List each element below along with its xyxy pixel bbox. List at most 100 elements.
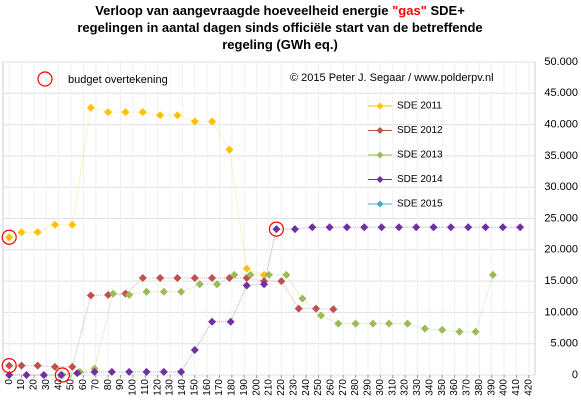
x-tick-label: 30 <box>41 379 52 391</box>
x-tick-label: 60 <box>78 379 89 391</box>
data-point <box>213 280 222 289</box>
legend-marker <box>376 151 384 159</box>
x-tick-label: 210 <box>264 379 275 396</box>
data-point <box>455 327 464 336</box>
x-tick-label: 340 <box>424 379 435 396</box>
data-point <box>107 367 116 376</box>
x-tick-label: 170 <box>214 379 225 396</box>
legend-label: SDE 2014 <box>397 174 443 185</box>
data-point <box>272 225 281 234</box>
data-point <box>377 223 386 232</box>
data-point <box>190 117 199 126</box>
budget-circle <box>1 229 17 245</box>
data-point <box>312 304 321 313</box>
y-tick-label: 0 <box>572 369 578 381</box>
x-tick-label: 320 <box>400 379 411 396</box>
x-tick-label: 400 <box>499 379 510 396</box>
x-tick-label: 0 <box>4 379 15 385</box>
data-point <box>159 367 168 376</box>
x-tick-label: 280 <box>350 379 361 396</box>
y-tick-label: 10.000 <box>544 306 578 318</box>
legend-marker <box>376 176 384 183</box>
y-tick-label: 45.000 <box>544 87 578 99</box>
data-point <box>50 362 59 371</box>
data-point <box>177 367 186 376</box>
x-tick-label: 290 <box>363 379 374 396</box>
x-tick-label: 310 <box>387 379 398 396</box>
title-part: "gas" <box>392 3 427 18</box>
title-part: Verloop van aangevraagde hoeveelheid ene… <box>95 3 392 18</box>
data-point <box>498 223 507 232</box>
x-tick-label: 240 <box>301 379 312 396</box>
legend-label: SDE 2011 <box>397 101 442 112</box>
data-point <box>329 305 338 314</box>
x-tick-label: 180 <box>227 379 238 396</box>
data-point <box>68 220 77 229</box>
data-point <box>86 291 95 300</box>
x-tick-label: 330 <box>412 379 423 396</box>
data-point <box>208 317 217 326</box>
data-point <box>159 287 168 296</box>
data-point <box>403 319 412 328</box>
data-point <box>68 362 77 371</box>
data-point <box>488 270 497 279</box>
x-tick-label: 270 <box>338 379 349 396</box>
x-tick-label: 410 <box>511 379 522 396</box>
x-tick-label: 150 <box>189 379 200 396</box>
title-part: regelingen in aantal dagen sinds officië… <box>77 20 482 35</box>
x-tick-label: 220 <box>276 379 287 396</box>
data-point <box>225 273 234 282</box>
data-point <box>308 223 317 232</box>
data-point <box>246 270 255 279</box>
data-point <box>22 371 31 379</box>
data-point <box>334 319 343 328</box>
budget-circle <box>268 221 285 237</box>
x-tick-label: 100 <box>128 379 139 396</box>
data-point <box>190 273 199 282</box>
data-point <box>282 270 291 279</box>
data-point <box>226 317 235 326</box>
data-point <box>156 273 165 282</box>
x-tick-label: 50 <box>66 379 77 391</box>
x-tick-label: 260 <box>326 379 337 396</box>
data-point <box>438 325 447 334</box>
data-point <box>5 233 14 242</box>
data-point <box>73 369 82 378</box>
data-point <box>290 225 299 234</box>
data-point <box>230 270 239 279</box>
x-tick-label: 160 <box>202 379 213 396</box>
data-point <box>208 273 217 282</box>
legend-marker <box>376 102 384 110</box>
data-point <box>385 319 394 328</box>
x-tick-label: 110 <box>140 379 151 395</box>
legend-marker <box>376 127 384 134</box>
x-tick-label: 90 <box>115 379 126 391</box>
legend-label: SDE 2012 <box>397 125 443 136</box>
x-tick-label: 70 <box>90 379 101 391</box>
x-tick-label: 300 <box>375 379 386 396</box>
data-point <box>173 111 182 120</box>
data-point <box>17 228 26 237</box>
data-point <box>109 289 118 298</box>
budget-circle <box>54 367 70 383</box>
x-tick-label: 230 <box>288 379 299 396</box>
x-tick-label: 10 <box>16 379 27 391</box>
legend-marker <box>376 200 384 208</box>
data-point <box>394 223 403 232</box>
annotation: © 2015 Peter J. Segaar / www.polderpv.nl <box>290 72 494 84</box>
x-tick-label: 360 <box>449 379 460 396</box>
data-point <box>516 223 525 232</box>
x-tick-label: 190 <box>239 379 250 396</box>
x-tick-label: 20 <box>29 379 40 391</box>
data-point <box>125 367 134 376</box>
data-point <box>195 280 204 289</box>
data-point <box>298 294 307 303</box>
x-tick-label: 380 <box>474 379 485 396</box>
data-point <box>50 220 59 229</box>
title-line: regeling (GWh eq.) <box>222 37 338 52</box>
data-point <box>420 324 429 333</box>
y-tick-label: 30.000 <box>544 181 578 193</box>
data-point <box>104 108 113 117</box>
data-point <box>446 223 455 232</box>
x-tick-label: 40 <box>53 379 64 391</box>
